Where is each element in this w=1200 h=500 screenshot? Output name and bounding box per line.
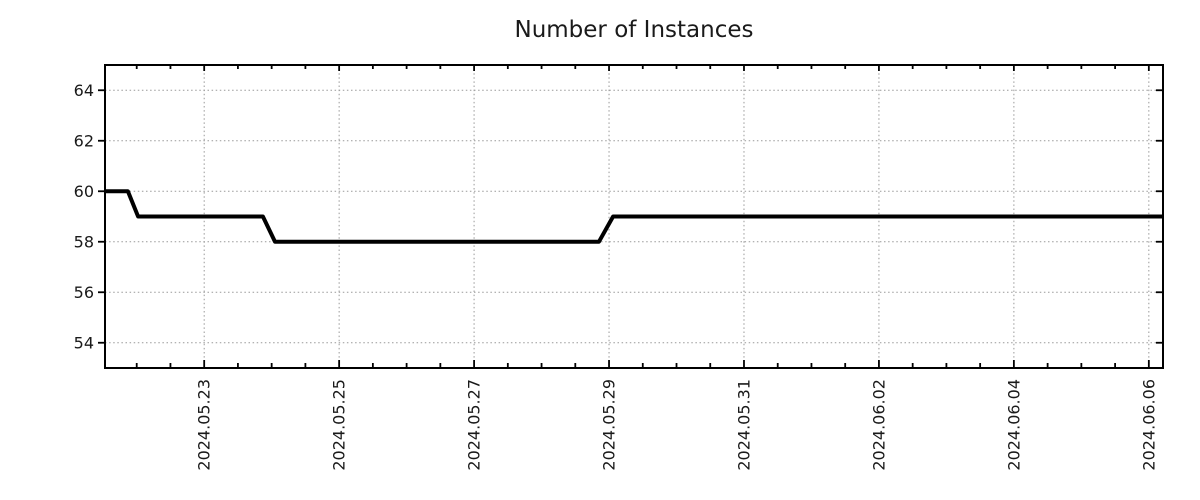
x-tick-label: 2024.06.04 <box>1004 379 1023 471</box>
y-tick-label: 64 <box>74 81 94 100</box>
axis-ticks <box>98 65 1163 368</box>
chart-title: Number of Instances <box>515 17 754 43</box>
axis-labels: 54 56 58 60 62 64 2024.05.23 2024.05.25 2024.05.… <box>74 81 1159 471</box>
y-tick-label: 58 <box>74 232 94 251</box>
y-tick-label: 54 <box>74 333 94 352</box>
plot-border <box>104 64 1164 369</box>
y-tick-label: 60 <box>74 182 94 201</box>
x-tick-label: 2024.05.23 <box>195 379 214 471</box>
x-tick-label: 2024.05.29 <box>600 379 619 471</box>
x-tick-label: 2024.06.02 <box>869 379 888 471</box>
x-tick-label: 2024.06.06 <box>1139 379 1158 471</box>
x-tick-label: 2024.05.27 <box>465 379 484 471</box>
data-line-instances <box>105 189 1163 244</box>
y-tick-label: 62 <box>74 131 94 150</box>
x-tick-label: 2024.05.25 <box>330 379 349 471</box>
y-tick-label: 56 <box>74 283 94 302</box>
x-tick-label: 2024.05.31 <box>734 379 753 471</box>
